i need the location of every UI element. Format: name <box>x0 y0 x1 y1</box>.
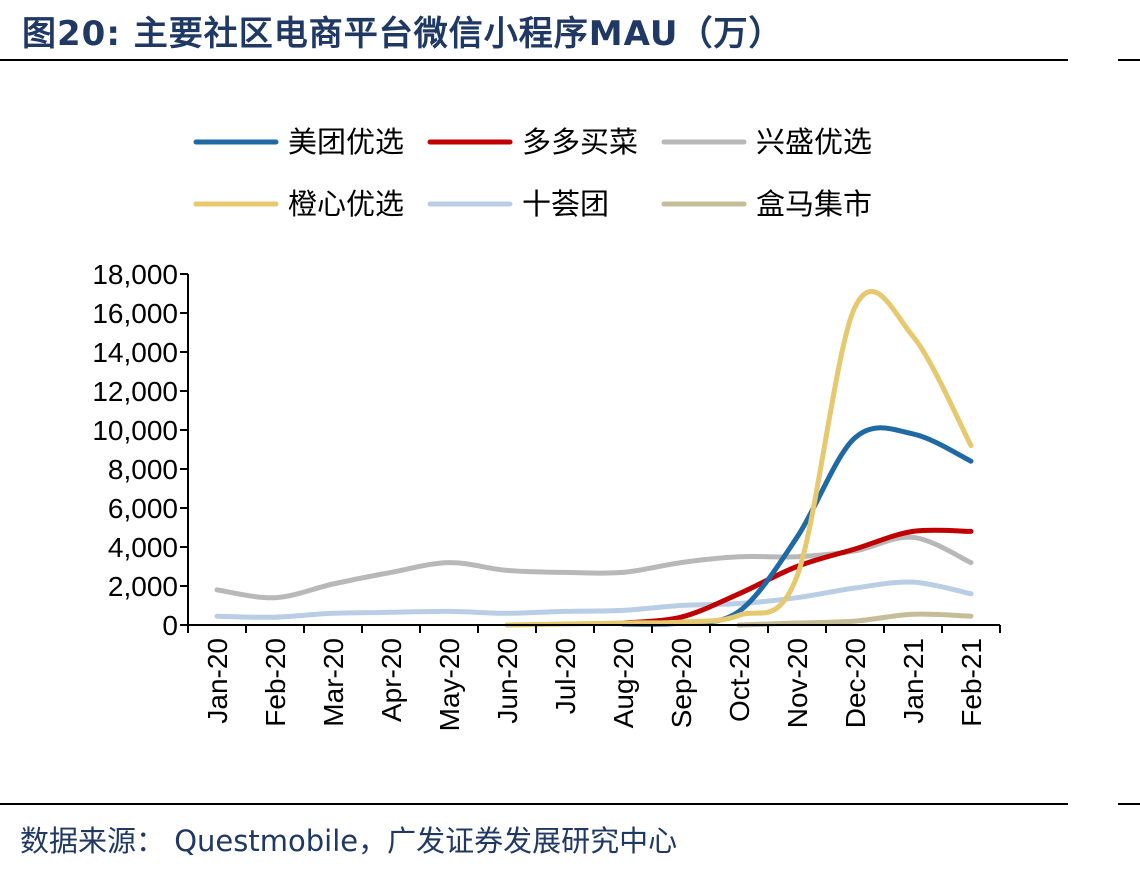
footer-rule <box>0 803 1068 805</box>
title-rule <box>0 59 1068 61</box>
legend-item: 盒马集市 <box>661 187 872 221</box>
series-line-0 <box>620 425 974 627</box>
legend-item: 橙心优选 <box>193 187 404 221</box>
legend-label: 十荟团 <box>522 187 609 221</box>
y-tick-label: 12,000 <box>92 376 178 407</box>
axes: 0 2,000 4,000 6,000 8,000 10,000 12,000 14,000 1… <box>92 259 1001 731</box>
y-tick-label: 2,000 <box>108 571 178 602</box>
x-tick-label: Jul-20 <box>550 638 581 714</box>
series-line-4 <box>214 579 974 620</box>
y-tick-label: 0 <box>162 610 178 641</box>
y-tick-label: 14,000 <box>92 337 178 368</box>
x-tick-label: Jan-21 <box>898 638 929 724</box>
x-tick-label: May-20 <box>434 638 465 731</box>
y-tick-label: 4,000 <box>108 532 178 563</box>
legend-label: 多多买菜 <box>522 125 638 159</box>
page-title: 图20: 主要社区电商平台微信小程序MAU（万） <box>22 14 784 54</box>
x-tick-label: Oct-20 <box>724 638 755 722</box>
y-tick-label: 18,000 <box>92 259 178 290</box>
series-line-5 <box>736 611 974 628</box>
x-tick-label: Jan-20 <box>202 638 233 724</box>
legend-item: 十荟团 <box>427 187 609 221</box>
legend-item: 美团优选 <box>193 125 404 159</box>
x-tick-label: Apr-20 <box>376 638 407 722</box>
y-tick-label: 6,000 <box>108 493 178 524</box>
series-layer <box>214 289 974 628</box>
series-line-1 <box>620 527 974 626</box>
legend-label: 兴盛优选 <box>756 125 872 159</box>
y-tick-label: 10,000 <box>92 415 178 446</box>
legend-label: 橙心优选 <box>288 187 404 221</box>
source-note: 数据来源： Questmobile，广发证券发展研究中心 <box>20 824 678 858</box>
legend-label: 美团优选 <box>288 125 404 159</box>
y-tick-label: 8,000 <box>108 454 178 485</box>
x-tick-label: Mar-20 <box>318 638 349 727</box>
footer-rule-right <box>1118 803 1140 805</box>
x-tick-label: Nov-20 <box>782 638 813 728</box>
series-line-3 <box>504 289 974 628</box>
x-tick-label: Feb-20 <box>260 638 291 727</box>
title-rule-right <box>1118 59 1140 61</box>
y-tick-label: 16,000 <box>92 298 178 329</box>
x-tick-label: Aug-20 <box>608 638 639 728</box>
x-tick-label: Sep-20 <box>666 638 697 728</box>
legend-item: 兴盛优选 <box>661 125 872 159</box>
legend-item: 多多买菜 <box>427 125 638 159</box>
x-tick-label: Jun-20 <box>492 638 523 724</box>
x-tick-label: Feb-21 <box>956 638 987 727</box>
legend-label: 盒马集市 <box>756 187 872 221</box>
x-tick-label: Dec-20 <box>840 638 871 728</box>
